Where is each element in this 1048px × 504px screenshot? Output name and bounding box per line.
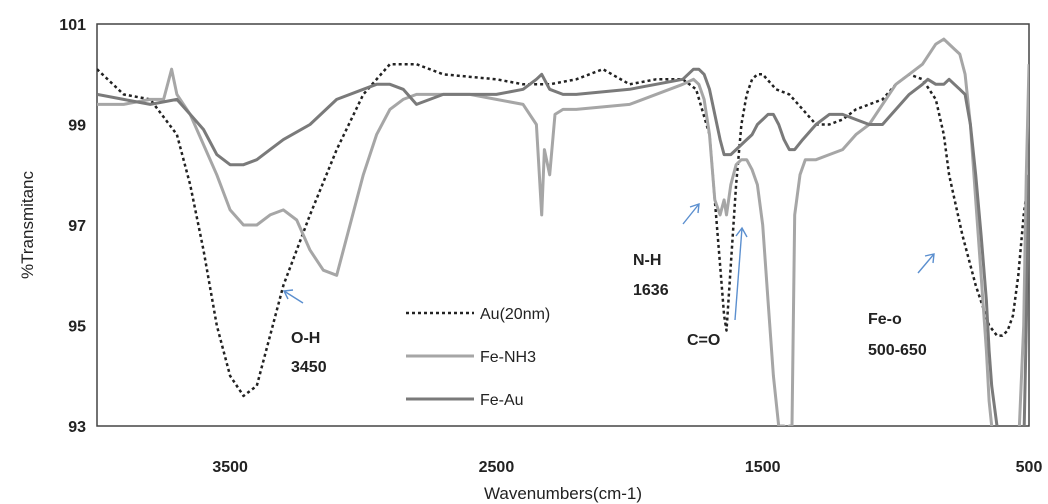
x-tick-label: 3500 (212, 459, 248, 476)
x-axis-title: Wavenumbers(cm-1) (484, 484, 642, 503)
arrow-oh-icon (283, 290, 304, 304)
x-tick-label: 2500 (479, 459, 515, 476)
annotation-oh: O-H 3450 (282, 289, 327, 376)
legend-item-fenh3: Fe-NH3 (406, 349, 536, 366)
annotation-feo-label: Fe-o (868, 311, 902, 328)
series-layer (97, 37, 1029, 426)
y-tick-label: 97 (68, 218, 86, 235)
annotation-nh: N-H 1636 (633, 202, 700, 299)
arrow-nh-head-icon (689, 202, 700, 214)
arrow-oh-head-icon (282, 289, 294, 300)
y-tick-label: 99 (68, 118, 86, 135)
arrow-feo-icon (917, 253, 935, 274)
x-tick-label: 1500 (745, 459, 781, 476)
series-line-fe-au (97, 67, 1029, 426)
legend-item-feau: Fe-Au (406, 392, 524, 409)
plot-area-border (96, 23, 1030, 427)
legend-label-fenh3: Fe-NH3 (480, 349, 536, 366)
annotation-oh-label: O-H (291, 330, 320, 347)
legend-label-feau: Fe-Au (480, 392, 524, 409)
annotation-feo-value: 500-650 (868, 342, 927, 359)
legend: Au(20nm) Fe-NH3 Fe-Au (406, 306, 550, 409)
legend-label-au: Au(20nm) (480, 306, 550, 323)
series-line-au-20nm (97, 62, 1029, 398)
y-tick-label: 101 (59, 17, 86, 34)
arrow-nh-icon (682, 203, 700, 225)
tick-layer: 3500 2500 1500 500 101 99 97 95 93 (59, 17, 1042, 476)
annotation-nh-label: N-H (633, 252, 661, 269)
arrow-co-head-icon (735, 226, 748, 238)
annotation-nh-value: 1636 (633, 282, 669, 299)
y-tick-label: 95 (68, 319, 86, 336)
arrow-co-icon (734, 227, 743, 321)
y-axis-title: %Transmitanc (18, 170, 37, 279)
annotation-co: C=O (687, 226, 748, 349)
annotation-co-label: C=O (687, 332, 720, 349)
y-tick-label: 93 (68, 419, 86, 436)
arrow-feo-head-icon (924, 253, 935, 264)
series-line-fe-nh3 (97, 37, 1029, 426)
annotation-oh-value: 3450 (291, 359, 327, 376)
annotation-feo: Fe-o 500-650 (868, 253, 935, 359)
legend-item-au: Au(20nm) (406, 306, 550, 323)
x-tick-label: 500 (1016, 459, 1043, 476)
